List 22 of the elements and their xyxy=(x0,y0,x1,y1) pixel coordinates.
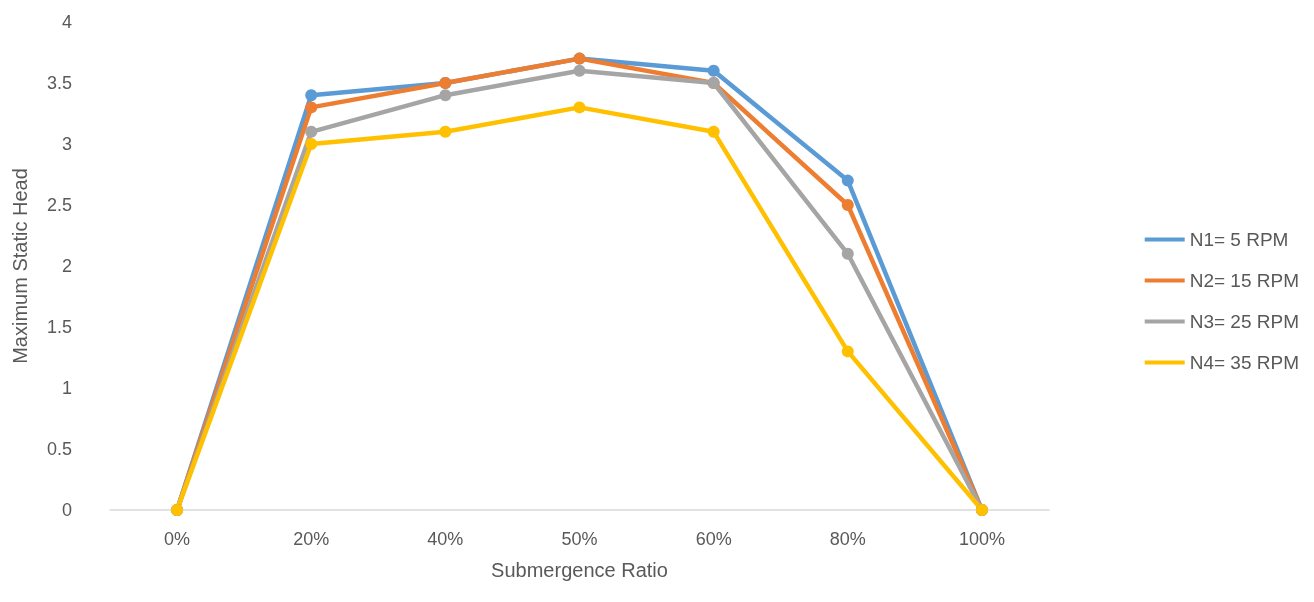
y-tick-label: 0 xyxy=(61,500,72,520)
y-tick-label: 0.5 xyxy=(46,439,72,459)
x-axis-title: Submergence Ratio xyxy=(491,559,668,581)
y-tick-label: 3.5 xyxy=(46,73,72,93)
y-tick-label: 3 xyxy=(61,134,72,154)
x-tick-label: 60% xyxy=(695,529,732,549)
y-tick-label: 4 xyxy=(61,12,72,32)
x-tick-label: 20% xyxy=(293,529,330,549)
y-tick-label: 1.5 xyxy=(46,317,72,337)
legend-label: N3= 25 RPM xyxy=(1189,311,1299,332)
y-tick-label: 2.5 xyxy=(46,195,72,215)
x-tick-label: 50% xyxy=(561,529,598,549)
y-axis-title: Maximum Static Head xyxy=(9,168,31,364)
x-tick-label: 40% xyxy=(427,529,464,549)
x-tick-label: 0% xyxy=(164,529,191,549)
legend-label: N1= 5 RPM xyxy=(1189,229,1289,250)
y-tick-label: 1 xyxy=(61,378,72,398)
legend-label: N4= 35 RPM xyxy=(1189,352,1299,373)
x-tick-label: 80% xyxy=(829,529,866,549)
y-tick-label: 2 xyxy=(61,256,72,276)
x-tick-label: 100% xyxy=(958,529,1005,549)
legend-label: N2= 15 RPM xyxy=(1189,270,1299,291)
